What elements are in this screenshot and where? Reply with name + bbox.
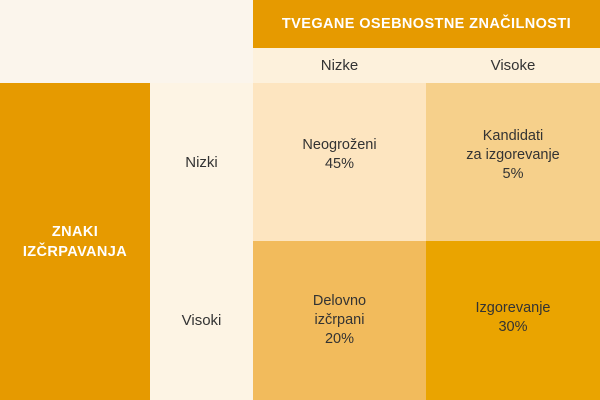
column-header-low: Nizke [253,48,426,83]
quadrant-burnout-percent: 30% [498,318,528,335]
column-header-high: Visoke [426,48,600,83]
row-header-low: Nizki [150,83,253,241]
quadrant-work-exhausted: Delovno izčrpani 20% [253,241,426,400]
quadrant-burnout: Izgorevanje 30% [426,241,600,400]
quadrant-work-exhausted-label-1: Delovno [312,293,367,309]
quadrant-work-exhausted-label-2: izčrpani [314,312,365,328]
quadrant-not-at-risk: Neogroženi 45% [253,83,426,241]
column-axis-title-text: TVEGANE OSEBNOSTNE ZNAČILNOSTI [281,16,572,32]
row-header-low-text: Nizki [185,153,218,171]
row-header-column [150,83,253,400]
row-header-high-text: Visoki [181,312,222,329]
quadrant-burnout-candidates-label-2: za izgorevanje [466,146,560,163]
row-axis-title-line2: IZČRPAVANJA [22,243,128,260]
row-axis-title-line1: ZNAKI [51,223,99,240]
corner-blank [0,0,253,83]
quadrant-burnout-label: Izgorevanje [475,299,551,316]
quadrant-not-at-risk-label: Neogroženi [302,137,377,153]
quadrant-burnout-candidates-label-1: Kandidati [482,127,544,144]
row-axis-title: ZNAKI IZČRPAVANJA [0,83,150,400]
quadrant-burnout-candidates-percent: 5% [502,165,524,182]
column-header-low-text: Nizke [320,57,359,74]
quadrant-not-at-risk-percent: 45% [324,156,354,172]
column-header-high-text: Visoke [490,57,536,74]
column-axis-title: TVEGANE OSEBNOSTNE ZNAČILNOSTI [253,0,600,48]
quadrant-work-exhausted-percent: 20% [324,331,354,347]
row-header-high: Visoki [150,241,253,400]
quadrant-burnout-candidates: Kandidati za izgorevanje 5% [426,83,600,241]
